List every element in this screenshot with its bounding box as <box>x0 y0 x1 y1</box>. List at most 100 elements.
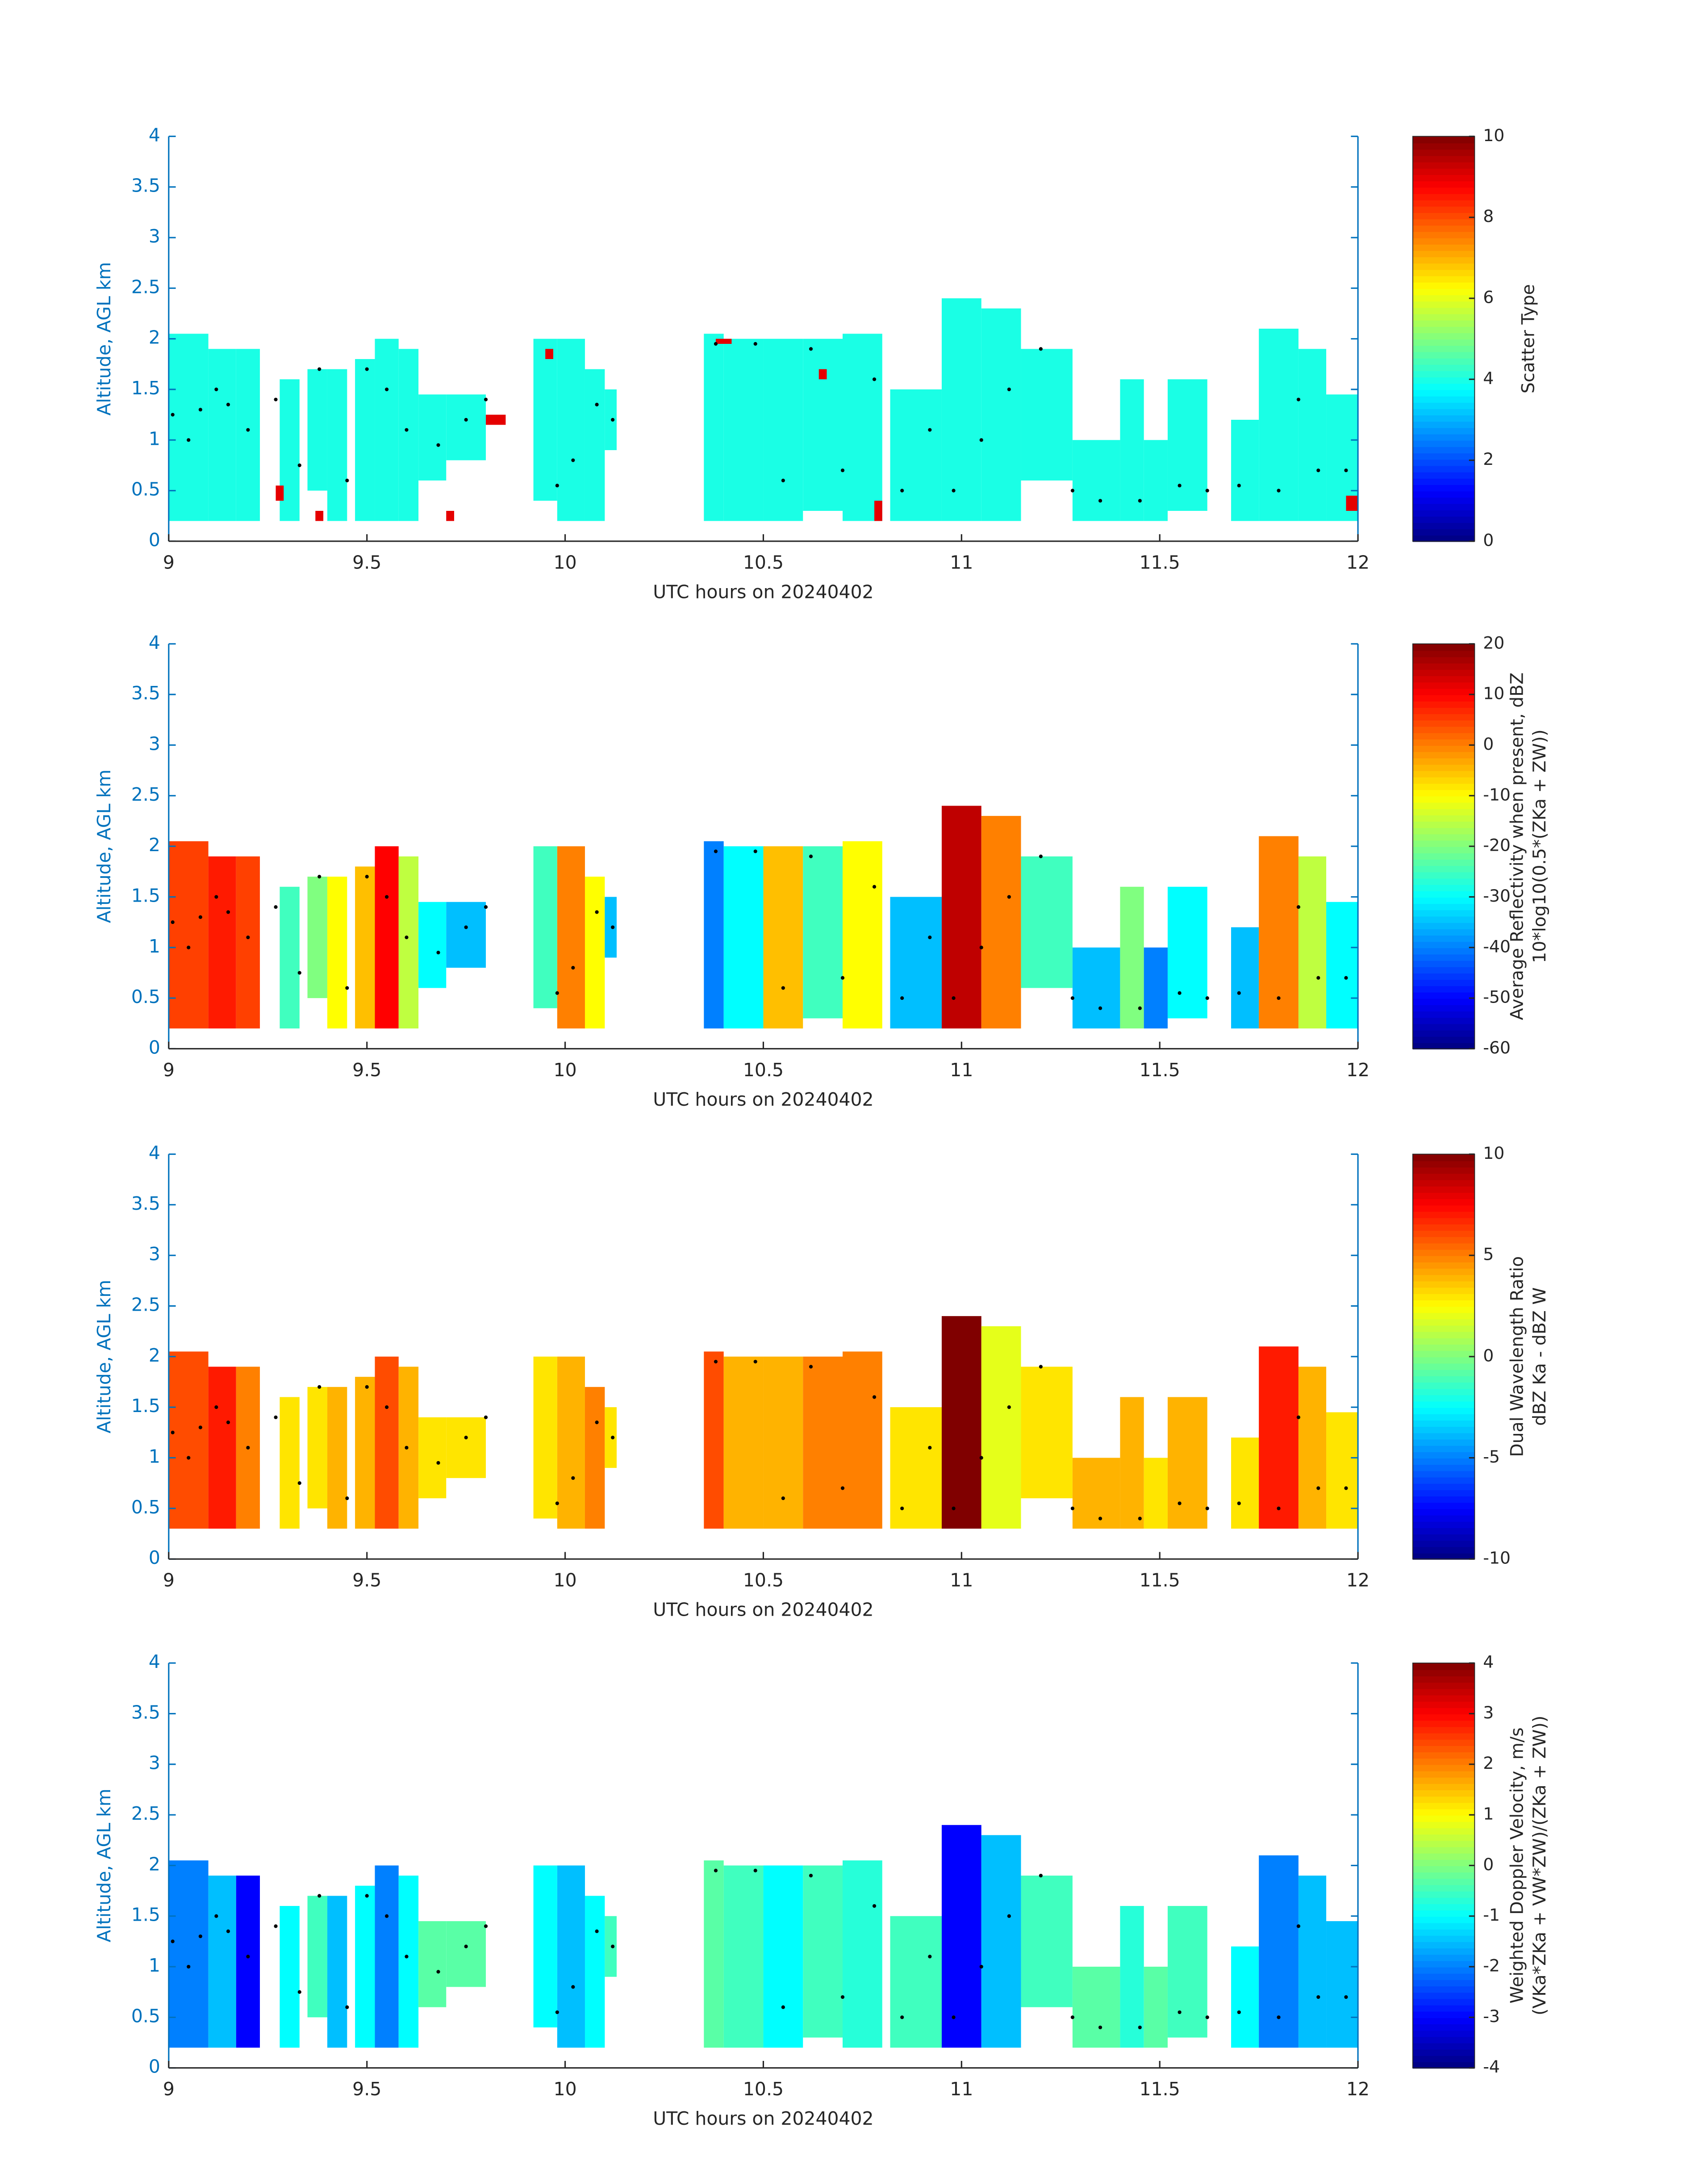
marker-dot <box>214 387 218 392</box>
colorbar-swatch <box>1412 985 1475 993</box>
heat-cell <box>981 308 1021 521</box>
colorbar-swatch <box>1412 1701 1475 1708</box>
colorbar-swatch <box>1412 1362 1475 1370</box>
colorbar-swatch <box>1412 1777 1475 1784</box>
x-tick-label: 10 <box>554 2078 577 2100</box>
marker-dot <box>436 950 440 955</box>
marker-dot <box>781 2005 785 2009</box>
marker-dot <box>1296 905 1300 909</box>
colorbar-swatch <box>1412 1834 1475 1841</box>
colorbar-tick-label: -20 <box>1483 836 1511 855</box>
heat-cell <box>307 1387 327 1508</box>
marker-dot <box>436 443 440 447</box>
marker-dot <box>781 478 785 483</box>
marker-dot <box>1296 1924 1300 1928</box>
colorbar-swatch <box>1412 1483 1475 1490</box>
heat-cell <box>941 1825 981 2048</box>
heat-cell <box>208 1366 236 1529</box>
y-axis-label: Altitude, AGL km <box>93 1280 115 1433</box>
colorbar-swatch <box>1412 1204 1475 1212</box>
colorbar-swatch <box>1412 1036 1475 1043</box>
marker-dot <box>1039 854 1043 858</box>
colorbar-swatch <box>1412 434 1475 441</box>
y-tick-label: 3.5 <box>131 682 160 704</box>
colorbar-tick-label: 0 <box>1483 1345 1494 1365</box>
heat-cell <box>1144 947 1168 1029</box>
colorbar-swatch <box>1412 149 1475 156</box>
marker-dot <box>464 1944 468 1948</box>
marker-dot <box>274 1415 278 1419</box>
colorbar-swatch <box>1412 675 1475 683</box>
colorbar-swatch <box>1412 852 1475 860</box>
colorbar-swatch <box>1412 1546 1475 1554</box>
marker-dot <box>345 2005 349 2009</box>
x-tick-label: 11.5 <box>1140 552 1180 573</box>
marker-dot <box>872 1904 877 1908</box>
colorbar-swatch <box>1412 180 1475 188</box>
heat-cell <box>763 338 803 521</box>
marker-dot <box>753 1868 757 1872</box>
heat-cell <box>307 369 327 491</box>
colorbar-swatch <box>1412 1004 1475 1011</box>
heat-cell <box>375 338 399 521</box>
y-tick-label: 4 <box>149 632 160 653</box>
colorbar-swatch <box>1412 313 1475 321</box>
heat-cell <box>1120 1397 1144 1529</box>
x-tick-label: 11 <box>950 1570 973 1591</box>
marker-dot <box>187 945 191 949</box>
colorbar-swatch <box>1412 1476 1475 1484</box>
marker-dot <box>571 458 575 462</box>
heat-cell <box>843 1351 882 1529</box>
colorbar-tick-label: 2 <box>1483 1753 1494 1773</box>
colorbar-swatch <box>1412 1420 1475 1427</box>
marker-dot <box>297 463 301 468</box>
heat-cell <box>398 856 419 1029</box>
colorbar-label: Scatter Type <box>1518 284 1539 393</box>
marker-dot <box>405 935 409 940</box>
y-tick-label: 3.5 <box>131 1701 160 1723</box>
colorbar-tick-label: 10 <box>1483 125 1504 145</box>
y-tick-label: 4 <box>149 1651 160 1672</box>
x-tick-label: 10.5 <box>743 2078 784 2100</box>
colorbar-swatch <box>1412 465 1475 472</box>
x-axis-label: UTC hours on 20240402 <box>653 1089 873 1110</box>
x-tick-label: 10 <box>554 1059 577 1081</box>
heat-cell <box>874 501 882 521</box>
y-tick-label: 3 <box>149 1243 160 1265</box>
y-tick-label: 4 <box>149 124 160 146</box>
heat-cell <box>1326 1412 1358 1529</box>
colorbar-swatch <box>1412 358 1475 365</box>
colorbar-swatch <box>1412 1745 1475 1752</box>
colorbar-swatch <box>1412 1878 1475 1885</box>
colorbar-swatch <box>1412 269 1475 276</box>
heat-cell <box>168 334 209 521</box>
x-tick-label: 9 <box>163 1059 175 1081</box>
colorbar-swatch <box>1412 701 1475 708</box>
colorbar-label: Average Reflectivity when present, dBZ <box>1507 673 1527 1020</box>
heat-cell <box>418 902 447 988</box>
colorbar-swatch <box>1412 1192 1475 1199</box>
marker-dot <box>484 1415 488 1419</box>
colorbar-swatch <box>1412 1941 1475 1949</box>
heat-cell <box>208 1876 236 2048</box>
heat-cell <box>763 846 803 1029</box>
colorbar-swatch <box>1412 1732 1475 1740</box>
colorbar-swatch <box>1412 1274 1475 1282</box>
marker-dot <box>198 1934 202 1939</box>
heat-cell <box>1144 1967 1168 2048</box>
colorbar-swatch <box>1412 1262 1475 1269</box>
colorbar-swatch <box>1412 1891 1475 1898</box>
marker-dot <box>1344 976 1348 980</box>
heat-cell <box>280 886 300 1029</box>
heat-cell <box>585 877 605 1029</box>
colorbar-swatch <box>1412 472 1475 479</box>
heat-cell <box>1120 379 1144 521</box>
marker-dot <box>484 397 488 401</box>
colorbar-swatch <box>1412 459 1475 466</box>
marker-dot <box>571 1476 575 1480</box>
colorbar-tick-label: 5 <box>1483 1245 1494 1264</box>
heat-cell <box>557 1356 585 1529</box>
colorbar-swatch <box>1412 1255 1475 1262</box>
